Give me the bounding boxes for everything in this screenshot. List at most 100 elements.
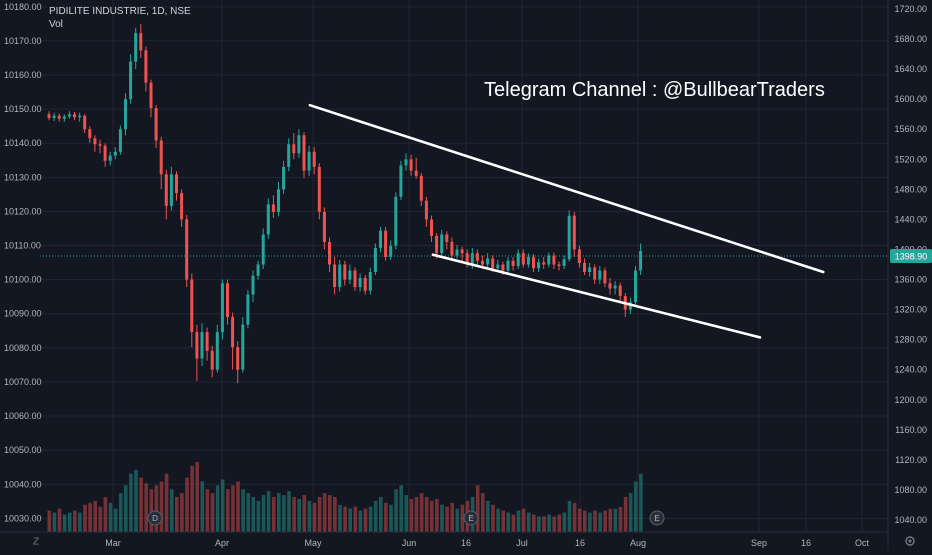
candle-body	[231, 317, 235, 348]
volume-bar	[547, 514, 551, 532]
volume-bar	[333, 497, 337, 532]
candle-body	[175, 174, 178, 194]
volume-bar	[307, 500, 312, 532]
volume-bar	[169, 489, 174, 532]
volume-bar	[164, 473, 169, 532]
volume-bar	[98, 506, 103, 532]
timezone-icon[interactable]: Z	[33, 537, 39, 548]
candle-body	[139, 33, 143, 51]
right-axis-tick-label: 1640.00	[894, 64, 927, 74]
volume-bar	[297, 498, 301, 532]
volume-bar	[328, 495, 332, 532]
settings-icon[interactable]	[905, 536, 915, 546]
time-axis-label: 16	[461, 538, 471, 548]
left-axis-tick-label: 10030.00	[4, 513, 42, 523]
volume-bar	[603, 510, 607, 532]
left-axis-tick-label: 10150.00	[4, 104, 42, 114]
candle-body	[62, 116, 66, 119]
volume-bar	[634, 481, 638, 532]
candle-body	[588, 267, 592, 273]
candle-body	[608, 283, 612, 289]
candle-body	[516, 253, 520, 266]
volume-bar	[409, 498, 414, 532]
volume-bar	[353, 506, 358, 532]
right-axis-tick-label: 1240.00	[894, 365, 927, 375]
candle-body	[557, 264, 561, 266]
volume-bar	[373, 500, 378, 532]
volume-bar	[394, 489, 398, 532]
candle-body	[210, 350, 214, 370]
candle-body	[430, 219, 433, 236]
volume-bar	[532, 514, 536, 532]
candle-body	[343, 264, 347, 280]
candle-body	[185, 219, 189, 280]
event-marker	[147, 510, 163, 526]
volume-bar	[557, 514, 562, 532]
trendline-layer	[308, 103, 825, 339]
volume-layer	[47, 462, 643, 532]
volume-bar	[552, 516, 556, 532]
candle-body	[409, 159, 413, 171]
candle-body	[440, 234, 444, 254]
right-axis-tick-label: 1320.00	[894, 305, 927, 315]
volume-bar	[521, 508, 526, 532]
candle-body	[506, 260, 510, 271]
candle-body	[338, 264, 342, 288]
right-axis-tick-label: 1720.00	[894, 4, 927, 14]
volume-bar	[608, 508, 613, 532]
volume-bar	[210, 493, 215, 532]
candle-body	[567, 215, 571, 260]
candle-body	[322, 211, 326, 242]
volume-bar	[501, 510, 505, 532]
volume-bar	[261, 495, 266, 532]
volume-bar	[481, 493, 485, 532]
volume-bar	[613, 508, 618, 532]
candle-body	[88, 129, 92, 139]
volume-bar	[577, 508, 582, 532]
candle-body	[460, 249, 464, 254]
candle-body	[220, 283, 224, 333]
candle-layer	[47, 24, 643, 384]
candle-body	[552, 255, 556, 265]
candle-body	[124, 99, 127, 130]
candle-body	[144, 50, 148, 83]
volume-bar	[266, 491, 271, 532]
volume-bar	[419, 493, 424, 532]
candle-body	[613, 285, 617, 289]
volume-bar	[154, 485, 159, 532]
volume-bar	[435, 498, 439, 532]
time-axis-label: 16	[575, 538, 585, 548]
volume-bar	[241, 489, 245, 532]
candle-body	[261, 234, 265, 265]
event-marker	[649, 510, 665, 526]
volume-bar	[384, 502, 388, 532]
candle-body	[159, 140, 163, 175]
candle-body	[169, 174, 173, 206]
candle-body	[547, 255, 551, 265]
left-axis-tick-label: 10110.00	[4, 241, 41, 251]
candle-body	[572, 215, 576, 250]
candle-body	[379, 230, 382, 248]
volume-bar	[67, 512, 72, 532]
left-axis-tick-label: 10170.00	[4, 36, 42, 46]
candle-body	[226, 283, 229, 318]
candle-body	[297, 135, 301, 154]
candle-body	[205, 332, 209, 351]
candle-body	[598, 270, 602, 280]
candle-body	[113, 151, 117, 156]
candle-body	[542, 262, 546, 265]
volume-bar	[256, 500, 261, 532]
volume-bar	[108, 502, 113, 532]
trendline-upper-channel	[308, 103, 825, 274]
candle-body	[394, 196, 398, 246]
candle-body	[501, 264, 505, 271]
candle-body	[603, 270, 607, 284]
time-axis-label: Sep	[751, 538, 767, 548]
volume-bar	[404, 495, 409, 532]
volume-bar	[144, 483, 148, 532]
candle-body	[292, 144, 296, 154]
trendline-lower-channel	[431, 253, 762, 339]
left-axis-tick-label: 10140.00	[4, 138, 42, 148]
volume-bar	[475, 485, 480, 532]
